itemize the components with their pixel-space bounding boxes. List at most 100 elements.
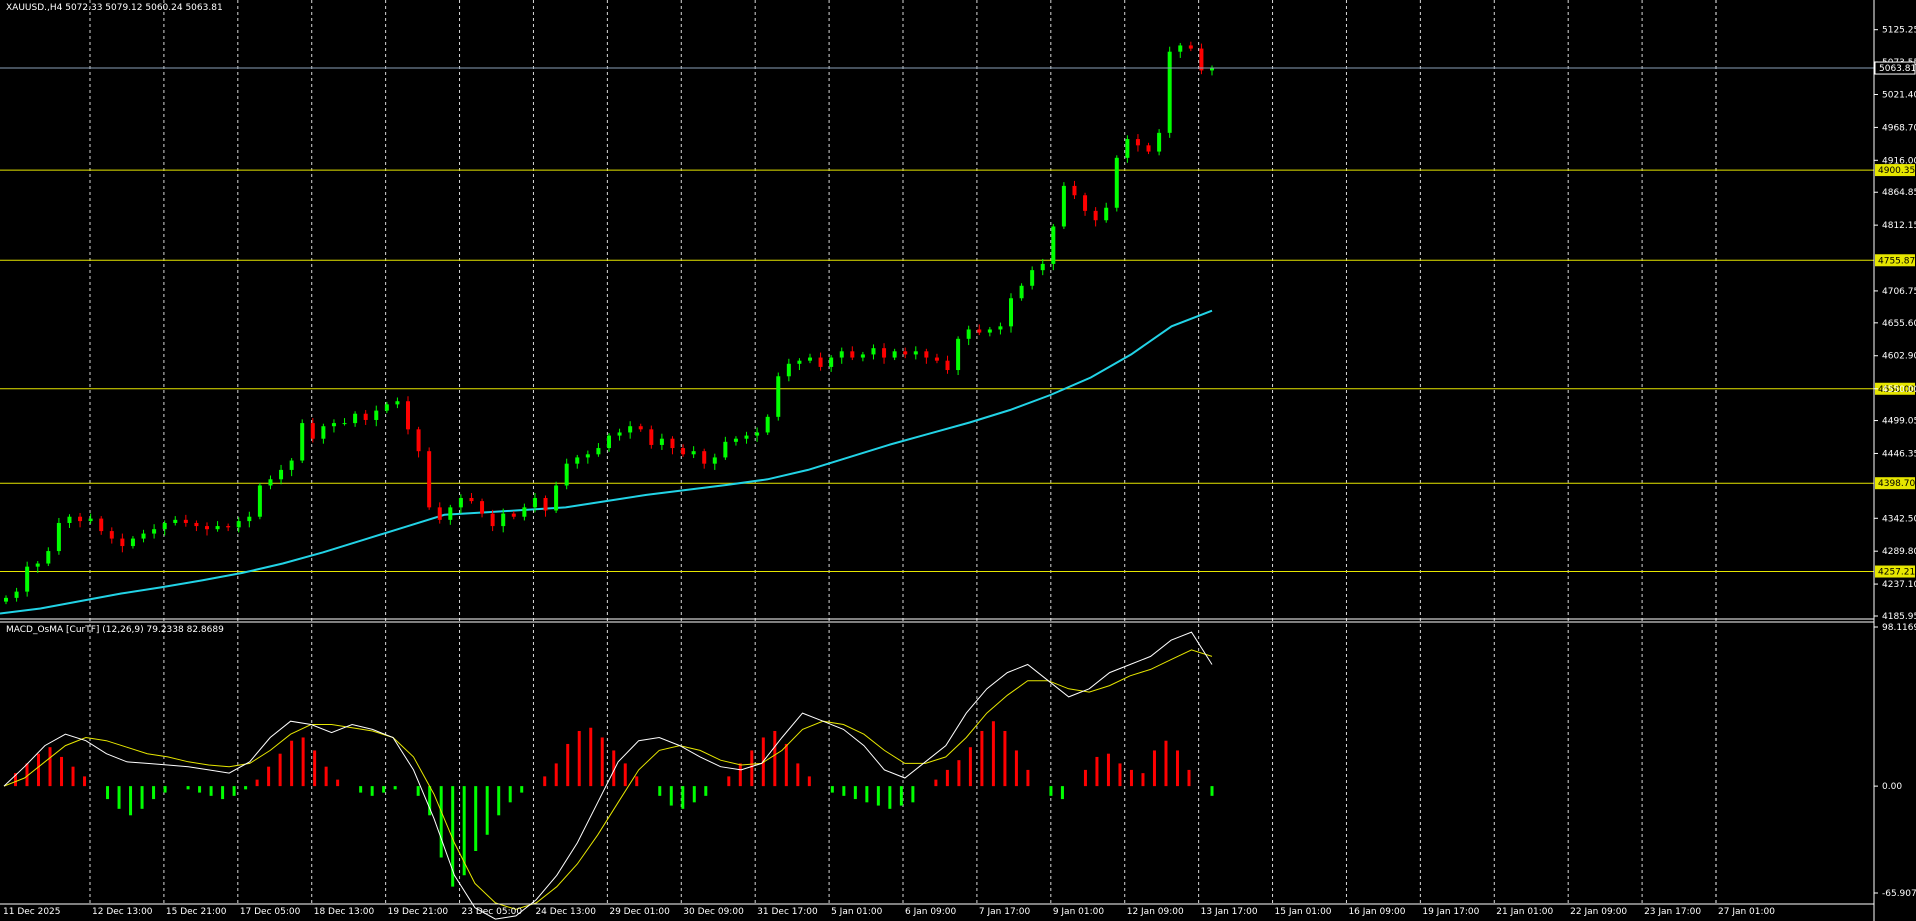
- candle-body: [522, 507, 527, 517]
- candle-body: [871, 348, 876, 355]
- time-label: 6 Jan 09:00: [905, 907, 957, 917]
- candle-body: [839, 351, 844, 358]
- candle-body: [977, 329, 982, 333]
- candle-body: [1178, 45, 1183, 52]
- candle-body: [194, 522, 199, 527]
- osma-tick-label: -65.9070: [1882, 889, 1916, 899]
- time-label: 30 Dec 09:00: [683, 907, 744, 917]
- candle-body: [162, 522, 167, 530]
- candle-body: [152, 529, 157, 534]
- candle-body: [1030, 270, 1035, 286]
- level-label: 4550.00: [1878, 385, 1915, 395]
- price-tick-label: 4812.15: [1882, 221, 1916, 231]
- candle-body: [712, 457, 717, 464]
- level-label: 4398.70: [1878, 479, 1915, 489]
- candle-body: [384, 404, 389, 411]
- time-label: 11 Dec 2025: [3, 907, 61, 917]
- candle-body: [67, 516, 72, 523]
- candle-body: [1093, 210, 1098, 221]
- osma-tick-label: 0.00: [1882, 782, 1902, 792]
- candle-body: [649, 429, 654, 445]
- time-label: 24 Dec 13:00: [535, 907, 596, 917]
- candle-body: [596, 448, 601, 455]
- candle-body: [1040, 263, 1045, 271]
- candle-body: [236, 521, 241, 528]
- candle-body: [289, 460, 294, 470]
- candle-body: [342, 423, 347, 425]
- candlestick-series: [4, 41, 1214, 605]
- candle-body: [268, 479, 273, 486]
- candle-body: [511, 513, 516, 517]
- candle-body: [120, 538, 125, 547]
- candle-body: [183, 519, 188, 523]
- level-label: 4257.21: [1878, 568, 1915, 578]
- candle-body: [448, 507, 453, 520]
- current-price-box: [1874, 61, 1916, 75]
- price-tick-label: 4446.35: [1882, 449, 1916, 459]
- time-label: 29 Dec 01:00: [609, 907, 670, 917]
- candle-body: [1019, 285, 1024, 299]
- level-box: [1875, 477, 1915, 490]
- candle-body: [4, 597, 8, 602]
- candle-body: [205, 526, 209, 530]
- candle-body: [321, 426, 326, 439]
- candle-body: [554, 485, 559, 511]
- level-box: [1875, 254, 1915, 267]
- candle-body: [1104, 207, 1109, 221]
- candle-body: [427, 451, 432, 508]
- candle-body: [564, 463, 569, 486]
- candle-body: [469, 497, 474, 502]
- price-tick-label: 4706.75: [1882, 287, 1916, 297]
- macd-histogram: [14, 721, 1214, 887]
- candle-body: [945, 360, 950, 371]
- price-tick-label: 5021.40: [1882, 91, 1916, 101]
- candle-body: [744, 435, 749, 439]
- indicator-header: MACD_OsMA [CurTF] (12,26,9) 79.2338 82.8…: [6, 625, 224, 635]
- candle-body: [903, 351, 908, 355]
- candle-body: [437, 507, 442, 520]
- time-label: 13 Jan 17:00: [1201, 907, 1258, 917]
- price-tick-label: 4237.10: [1882, 580, 1916, 590]
- candle-body: [638, 426, 643, 430]
- time-label: 19 Dec 21:00: [388, 907, 449, 917]
- candle-body: [1167, 51, 1172, 133]
- ma-line: [0, 309, 1213, 615]
- candle-body: [109, 531, 114, 539]
- candle-body: [99, 518, 104, 532]
- candle-body: [300, 423, 305, 461]
- candle-body: [416, 429, 421, 452]
- candle-body: [56, 522, 61, 552]
- signal-line: [3, 649, 1213, 910]
- candle-body: [141, 533, 146, 539]
- candle-body: [331, 423, 336, 427]
- candle-body: [882, 348, 887, 358]
- candle-body: [543, 497, 548, 511]
- candle-body: [247, 516, 252, 522]
- candle-body: [913, 351, 918, 355]
- candle-body: [776, 376, 781, 417]
- candle-body: [998, 326, 1003, 330]
- price-axis: 5125.255073.555021.404968.704916.004864.…: [0, 26, 1916, 899]
- candle-body: [1146, 145, 1151, 152]
- symbol-header: XAUUSD.,H4 5072.33 5079.12 5060.24 5063.…: [6, 3, 223, 13]
- candle-body: [310, 423, 315, 439]
- level-box: [1875, 164, 1915, 177]
- candle-body: [1157, 132, 1162, 152]
- candle-body: [733, 438, 738, 442]
- candle-body: [501, 513, 506, 527]
- candle-body: [850, 351, 855, 358]
- candle-body: [25, 566, 30, 592]
- candle-body: [395, 401, 400, 405]
- time-label: 23 Jan 17:00: [1644, 907, 1701, 917]
- time-label: 31 Dec 17:00: [757, 907, 818, 917]
- time-label: 7 Jan 17:00: [979, 907, 1031, 917]
- candle-body: [406, 401, 410, 430]
- candle-body: [374, 410, 379, 420]
- time-label: 21 Jan 01:00: [1496, 907, 1553, 917]
- candle-body: [1083, 195, 1088, 211]
- horizontal-levels[interactable]: 4900.35 4755.87 4550.00 4398.70 4257.21: [0, 164, 1915, 578]
- current-price-label: 5063.81: [1879, 64, 1916, 74]
- candle-body: [353, 413, 358, 424]
